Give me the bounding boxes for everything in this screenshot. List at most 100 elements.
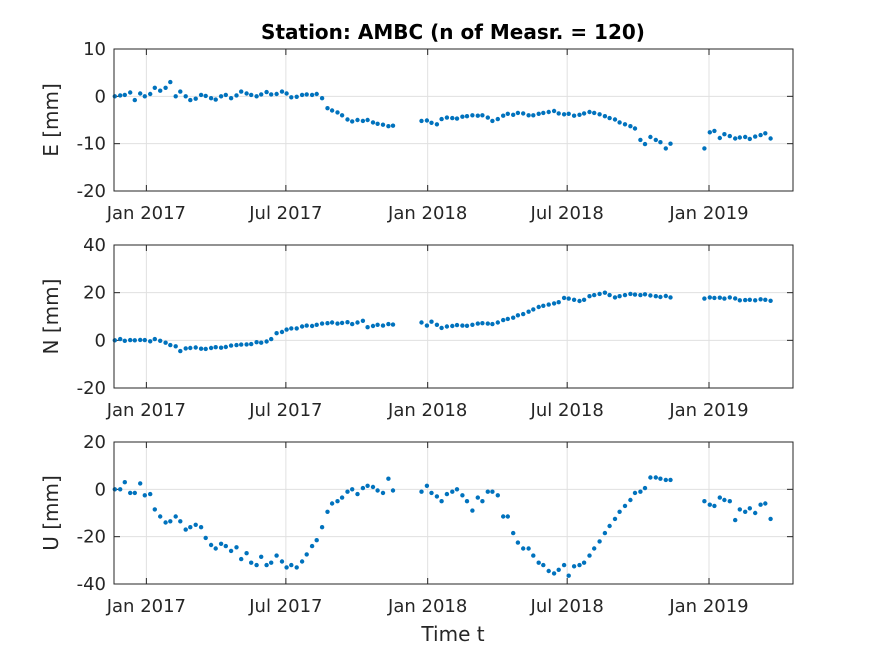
data-point bbox=[284, 327, 289, 332]
data-point bbox=[138, 91, 143, 96]
data-point bbox=[505, 111, 510, 117]
data-point bbox=[515, 540, 521, 545]
data-point bbox=[460, 114, 465, 119]
data-point bbox=[727, 133, 732, 139]
data-point bbox=[470, 508, 475, 513]
data-point bbox=[717, 135, 722, 141]
axes-frame bbox=[113, 244, 794, 389]
data-point bbox=[390, 123, 396, 128]
x-tick-label: Jan 2017 bbox=[106, 596, 186, 617]
data-point bbox=[203, 93, 208, 99]
data-point bbox=[375, 121, 380, 127]
data-point bbox=[350, 119, 355, 124]
data-point bbox=[758, 132, 763, 138]
data-point bbox=[526, 309, 531, 314]
data-point bbox=[223, 92, 228, 98]
x-tick-label: Jan 2019 bbox=[668, 400, 748, 421]
data-point bbox=[597, 539, 602, 544]
data-point bbox=[541, 303, 546, 308]
data-point bbox=[294, 565, 299, 570]
data-point bbox=[454, 116, 460, 121]
data-point bbox=[727, 499, 732, 504]
data-point bbox=[244, 551, 249, 556]
data-point bbox=[345, 117, 350, 122]
data-point bbox=[218, 94, 224, 99]
data-point bbox=[768, 298, 773, 303]
data-point bbox=[501, 317, 506, 323]
data-point bbox=[571, 113, 577, 118]
data-point bbox=[475, 321, 480, 326]
data-point bbox=[299, 92, 305, 98]
x-tick-label: Jan 2018 bbox=[387, 596, 467, 617]
data-point bbox=[439, 116, 444, 122]
data-point bbox=[485, 321, 490, 326]
y-axis-label: N [mm] bbox=[39, 279, 63, 355]
data-point bbox=[531, 553, 536, 558]
data-point bbox=[577, 112, 582, 118]
data-point bbox=[642, 141, 648, 147]
data-point bbox=[424, 323, 430, 328]
data-point bbox=[264, 562, 269, 568]
data-point bbox=[638, 292, 643, 298]
data-point bbox=[132, 490, 137, 496]
data-point bbox=[168, 342, 173, 348]
data-point bbox=[597, 291, 602, 297]
data-point bbox=[464, 114, 470, 119]
data-point bbox=[294, 94, 299, 100]
data-point bbox=[152, 85, 157, 91]
data-point bbox=[234, 342, 239, 348]
data-point bbox=[148, 491, 153, 497]
data-point bbox=[345, 320, 350, 325]
data-point bbox=[592, 546, 597, 551]
y-tick-label: 0 bbox=[95, 479, 106, 500]
data-point bbox=[128, 337, 133, 343]
data-point bbox=[628, 291, 633, 297]
data-point bbox=[198, 346, 204, 351]
data-point bbox=[386, 124, 391, 129]
data-point bbox=[658, 476, 663, 481]
data-point bbox=[480, 321, 485, 326]
data-point bbox=[339, 113, 345, 118]
data-point bbox=[304, 92, 309, 97]
data-point bbox=[424, 118, 430, 123]
data-point bbox=[112, 338, 118, 343]
data-point bbox=[648, 134, 653, 140]
data-point bbox=[239, 89, 244, 94]
data-point bbox=[118, 93, 123, 98]
data-point bbox=[148, 339, 153, 344]
data-point bbox=[642, 485, 648, 491]
data-point bbox=[707, 502, 712, 507]
data-point bbox=[587, 553, 592, 558]
data-point bbox=[511, 530, 516, 536]
data-point bbox=[642, 292, 648, 297]
data-point bbox=[763, 297, 768, 302]
data-point bbox=[531, 113, 536, 118]
data-point bbox=[138, 481, 143, 486]
data-point bbox=[490, 118, 495, 124]
data-point bbox=[556, 567, 561, 572]
data-point bbox=[360, 118, 366, 124]
data-point bbox=[112, 94, 118, 99]
data-point bbox=[638, 489, 643, 494]
data-point bbox=[632, 292, 638, 297]
data-point bbox=[218, 541, 224, 546]
data-point bbox=[439, 499, 444, 504]
data-point bbox=[284, 565, 289, 570]
data-point bbox=[193, 345, 198, 350]
data-point bbox=[541, 562, 546, 568]
data-point bbox=[612, 117, 618, 122]
x-tick-label: Jul 2018 bbox=[530, 400, 604, 421]
data-point bbox=[753, 510, 758, 516]
data-point bbox=[173, 344, 178, 349]
data-point bbox=[460, 323, 465, 328]
data-point bbox=[602, 290, 608, 295]
y-tick-label: 20 bbox=[83, 283, 106, 304]
data-point bbox=[658, 140, 663, 145]
data-point bbox=[602, 114, 608, 119]
x-tick-label: Jan 2017 bbox=[106, 203, 186, 224]
data-point bbox=[536, 560, 541, 565]
data-point bbox=[470, 113, 475, 118]
data-point bbox=[480, 499, 485, 504]
data-point bbox=[152, 336, 157, 342]
data-point bbox=[259, 92, 264, 97]
